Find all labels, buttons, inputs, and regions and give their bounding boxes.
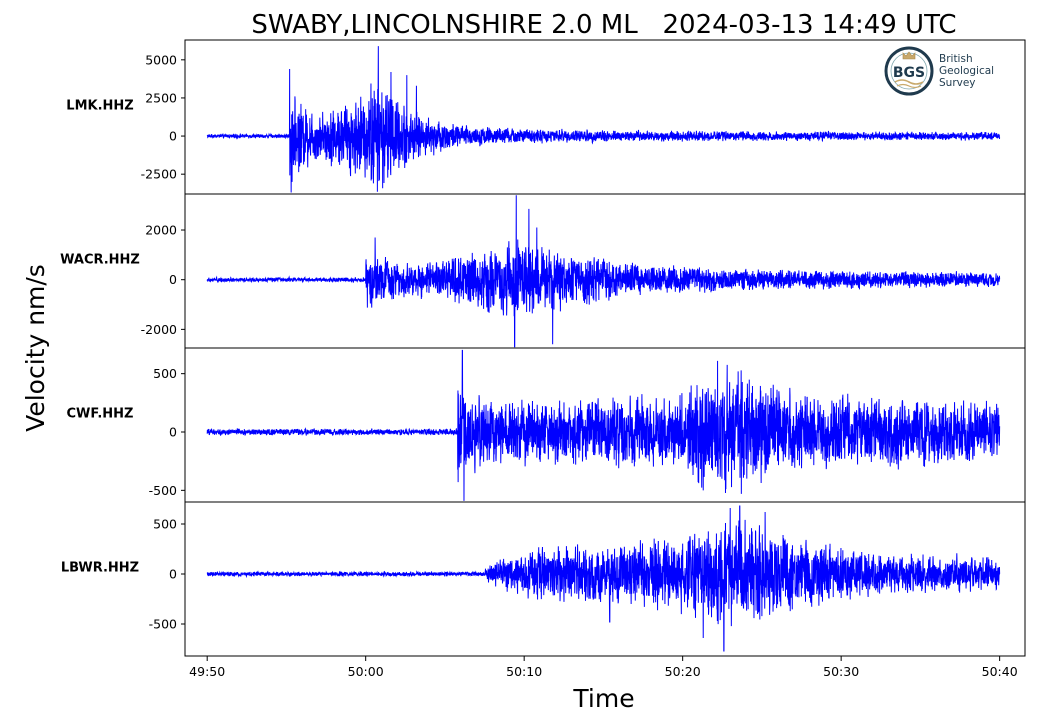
crown-icon — [902, 51, 916, 60]
x-tick-label: 50:20 — [665, 664, 701, 679]
y-tick-label: 500 — [153, 517, 177, 532]
logo-waves — [894, 79, 924, 85]
y-tick-label: 2500 — [145, 90, 177, 105]
station-label: CWF.HHZ — [67, 406, 134, 421]
logo-waves-2 — [896, 83, 922, 89]
station-label: LBWR.HHZ — [61, 560, 139, 575]
logo-line3: Survey — [939, 77, 976, 89]
logo-line1: British — [939, 53, 973, 65]
waveform-trace — [206, 505, 1001, 652]
y-tick-label: 0 — [169, 272, 177, 287]
y-tick-label: 5000 — [145, 52, 177, 67]
y-tick-label: 2000 — [145, 223, 177, 238]
x-axis-label: Time — [572, 684, 634, 713]
panel-cwf-hhz: 500 0 -500 CWF.HHZ — [67, 347, 1026, 503]
logo-initials: BGS — [893, 65, 925, 81]
y-tick-label: -2000 — [141, 322, 177, 337]
y-tick-label: 0 — [169, 425, 177, 440]
y-tick-label: -500 — [149, 617, 177, 632]
y-tick-label: 500 — [153, 366, 177, 381]
x-tick-label: 50:10 — [506, 664, 542, 679]
panel-frame — [184, 501, 1026, 657]
panel-lbwr-hhz: 500 0 -500 LBWR.HHZ — [61, 501, 1026, 657]
y-tick-label: 0 — [169, 567, 177, 582]
x-axis: 49:50 50:00 50:10 50:20 50:30 50:40 — [189, 656, 1018, 679]
y-axis-label: Velocity nm/s — [21, 264, 50, 432]
logo-line2: Geological — [939, 65, 994, 77]
waveform-trace — [206, 195, 1001, 348]
station-label: WACR.HHZ — [60, 252, 140, 267]
waveform-trace — [206, 349, 1001, 501]
x-tick-label: 50:00 — [348, 664, 384, 679]
y-tick-label: 0 — [169, 129, 177, 144]
panel-lmk-hhz: 5000 2500 0 -2500 LMK.HHZ — [66, 39, 1026, 195]
panels-group: 500025000-2500LMK.HHZ20000-2000WACR.HHZ5… — [60, 39, 1026, 657]
x-tick-label: 49:50 — [189, 664, 225, 679]
bgs-logo: BGS British Geological Survey — [884, 46, 994, 96]
x-tick-label: 50:30 — [823, 664, 859, 679]
chart-title: SWABY,LINCOLNSHIRE 2.0 ML 2024-03-13 14:… — [251, 10, 956, 40]
y-tick-label: -500 — [149, 483, 177, 498]
station-label: LMK.HHZ — [66, 98, 133, 113]
x-tick-label: 50:40 — [982, 664, 1018, 679]
y-tick-label: -2500 — [141, 167, 177, 182]
waveform-trace — [206, 46, 1001, 193]
panel-wacr-hhz: 2000 0 -2000 WACR.HHZ — [60, 193, 1026, 349]
